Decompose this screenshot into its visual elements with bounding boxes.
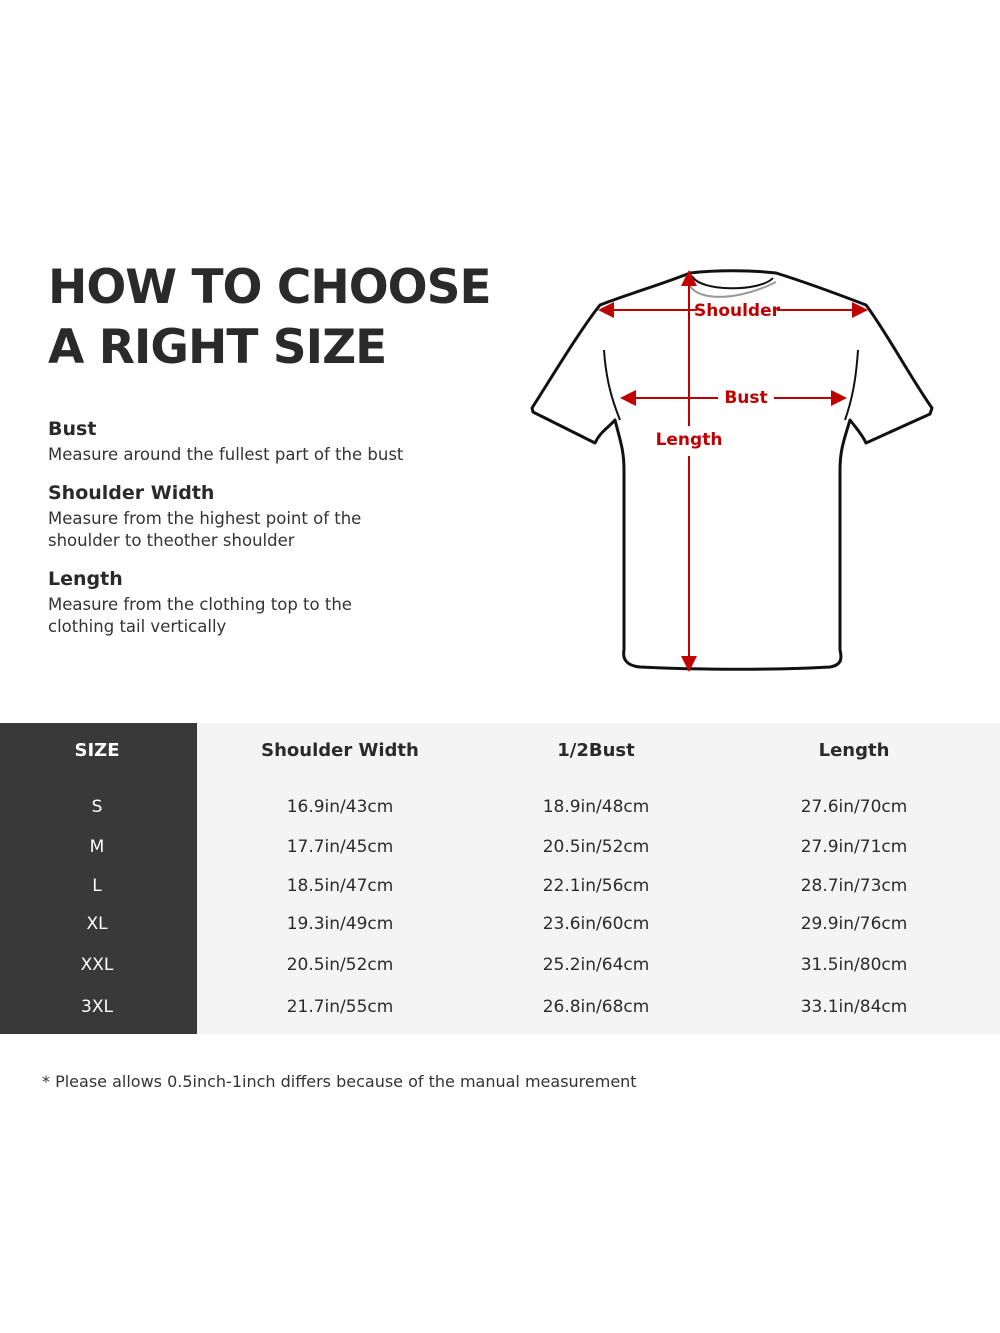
length-label: Length <box>656 430 723 450</box>
table-cell: 33.1in/84cm <box>800 997 908 1017</box>
definition-desc: shoulder to theother shoulder <box>48 531 295 550</box>
size-table: SIZE Shoulder Width 1/2Bust Length S 16.9in/4… <box>0 723 1000 1034</box>
title-line-2: A RIGHT SIZE <box>48 320 387 375</box>
side-seam-left <box>603 349 621 421</box>
size-label: L <box>92 876 102 896</box>
table-cell: 20.5in/52cm <box>286 955 394 975</box>
definition-desc: Measure around the fullest part of the b… <box>48 445 404 464</box>
measurement-definitions: Bust Measure around the fullest part of … <box>48 418 468 654</box>
table-cell: 22.1in/56cm <box>542 876 650 896</box>
definition-desc: clothing tail vertically <box>48 617 227 636</box>
definition-term: Shoulder Width <box>48 482 215 504</box>
definition-desc: Measure from the highest point of the <box>48 509 362 528</box>
definition-desc: Measure from the clothing top to the <box>48 595 352 614</box>
table-cell: 19.3in/49cm <box>286 914 394 934</box>
table-cell: 20.5in/52cm <box>542 837 650 857</box>
definition-term: Bust <box>48 418 97 440</box>
definition-shoulder-width: Shoulder Width Measure from the highest … <box>48 482 468 552</box>
page-title: HOW TO CHOOSE A RIGHT SIZE <box>48 258 492 378</box>
table-cell: 18.9in/48cm <box>542 797 650 817</box>
size-label: S <box>91 797 103 817</box>
definition-length: Length Measure from the clothing top to … <box>48 568 468 638</box>
table-cell: 16.9in/43cm <box>286 797 394 817</box>
size-label: XXL <box>80 955 114 975</box>
bust-label: Bust <box>724 388 767 408</box>
shoulder-label: Shoulder <box>694 301 781 321</box>
size-label: XL <box>86 914 108 934</box>
table-cell: 27.9in/71cm <box>800 837 908 857</box>
column-header: Shoulder Width <box>261 740 419 761</box>
definition-term: Length <box>48 568 123 590</box>
side-seam-right <box>844 349 859 421</box>
table-cell: 26.8in/68cm <box>542 997 650 1017</box>
table-cell: 27.6in/70cm <box>800 797 908 817</box>
column-header: 1/2Bust <box>557 740 635 761</box>
table-cell: 29.9in/76cm <box>800 914 908 934</box>
table-cell: 28.7in/73cm <box>800 876 908 896</box>
size-column <box>0 723 197 1034</box>
size-label: 3XL <box>81 997 113 1017</box>
table-cell: 21.7in/55cm <box>286 997 394 1017</box>
table-cell: 23.6in/60cm <box>542 914 650 934</box>
definition-bust: Bust Measure around the fullest part of … <box>48 418 468 466</box>
tshirt-diagram: Shoulder Bust Length <box>530 269 934 672</box>
table-cell: 17.7in/45cm <box>286 837 394 857</box>
table-cell: 18.5in/47cm <box>286 876 394 896</box>
column-header: SIZE <box>74 740 120 761</box>
title-line-1: HOW TO CHOOSE <box>48 260 492 315</box>
measurement-note: * Please allows 0.5inch-1inch differs be… <box>42 1072 637 1091</box>
table-cell: 25.2in/64cm <box>542 955 650 975</box>
size-label: M <box>89 837 105 857</box>
table-cell: 31.5in/80cm <box>800 955 908 975</box>
column-header: Length <box>818 740 890 761</box>
tshirt-outline <box>530 269 934 671</box>
